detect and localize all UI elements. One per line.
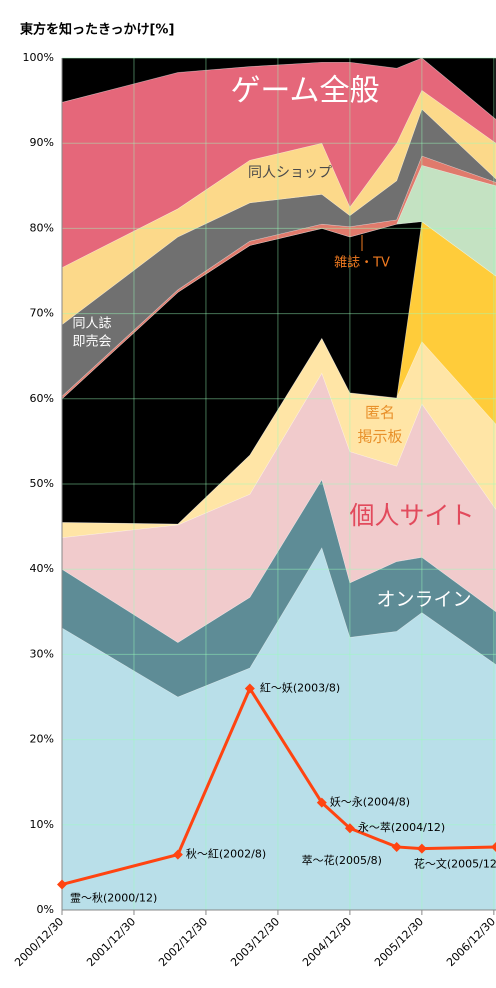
line-marker [491, 841, 496, 852]
point-label: 紅〜妖(2003/8) [260, 680, 340, 694]
line-marker [391, 841, 402, 852]
y-tick-label: 40% [30, 562, 54, 575]
y-tick-label: 60% [30, 392, 54, 405]
point-label: 花〜文(2005/12) [414, 857, 496, 871]
y-tick-label: 50% [30, 477, 54, 490]
point-label: 萃〜花(2005/8) [302, 854, 382, 867]
y-tick-label: 0% [37, 903, 54, 916]
point-label: 秋〜紅(2002/8) [186, 847, 266, 861]
y-tick-label: 80% [30, 221, 54, 234]
line-marker [316, 797, 327, 808]
y-tick-label: 90% [30, 136, 54, 149]
area-layer [61, 221, 496, 525]
area-label: 同人ショップ [248, 165, 332, 181]
area-layer [61, 221, 496, 525]
y-tick-label: 20% [30, 733, 54, 746]
line-marker [244, 683, 255, 694]
x-tick-label: 2006/12/30 [444, 915, 496, 969]
x-tick-label: 2000/12/30 [12, 915, 66, 969]
point-label: 霊〜秋(2000/12) [70, 890, 157, 904]
y-tick-label: 70% [30, 307, 54, 320]
x-tick-label: 2001/12/30 [84, 915, 138, 969]
point-label: 妖〜永(2004/8) [330, 795, 410, 809]
line-marker [344, 823, 355, 834]
x-tick-label: 2003/12/30 [228, 915, 282, 969]
line-marker [57, 879, 67, 890]
y-tick-label: 10% [30, 818, 54, 831]
area-layer [61, 164, 496, 400]
area-layer [61, 57, 496, 120]
area-label: 匿名 [365, 404, 395, 422]
chart-title: 東方を知ったきっかけ[%] [20, 22, 174, 38]
y-tick-label: 100% [23, 51, 54, 64]
area-label: 雑誌・TV [334, 255, 390, 271]
x-tick-label: 2005/12/30 [372, 915, 426, 969]
area-label: 個人サイト [349, 501, 474, 530]
line-marker [172, 849, 183, 860]
area-label: 同人誌 [72, 316, 111, 332]
line-marker [416, 843, 427, 854]
area-label: オンライン [376, 589, 471, 611]
x-tick-label: 2004/12/30 [300, 915, 354, 969]
area-label: 掲示板 [357, 428, 402, 446]
x-tick-label: 2002/12/30 [156, 915, 210, 969]
point-label: 永〜萃(2004/12) [358, 820, 445, 834]
area-label: 即売会 [72, 334, 111, 350]
area-label: ゲーム全般 [230, 74, 379, 109]
y-tick-label: 30% [30, 647, 54, 660]
